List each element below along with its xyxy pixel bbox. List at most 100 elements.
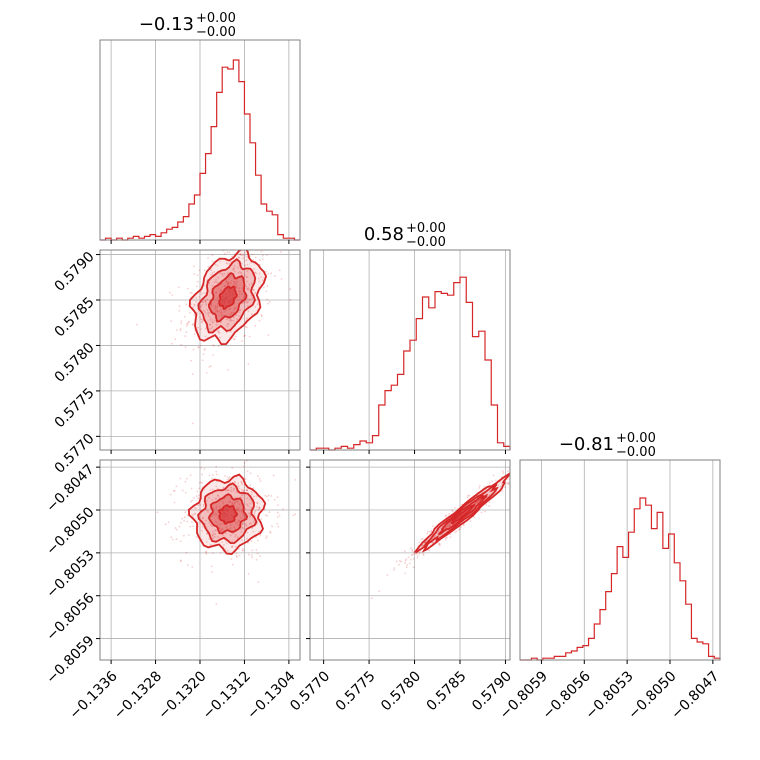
sample-point — [492, 474, 495, 477]
sample-point — [251, 297, 254, 299]
sample-point — [225, 318, 228, 320]
sample-point — [236, 523, 239, 526]
sample-point — [215, 513, 218, 516]
sample-point — [208, 497, 211, 499]
sample-point — [251, 491, 254, 494]
sample-point — [448, 522, 451, 525]
sample-point — [422, 554, 425, 556]
sample-point — [231, 503, 234, 506]
sample-point — [201, 320, 203, 323]
sample-point — [218, 496, 221, 499]
sample-point — [247, 301, 249, 303]
sample-point — [289, 298, 292, 301]
sample-point — [213, 513, 216, 516]
sample-point — [233, 526, 236, 529]
sample-point — [420, 538, 423, 541]
sample-point — [404, 562, 406, 564]
sample-point — [216, 310, 219, 313]
histogram-step-line — [100, 59, 300, 241]
sample-point — [215, 309, 218, 311]
sample-point — [216, 487, 219, 490]
histogram-title-2: −0.81 +0.00−0.00 — [559, 431, 656, 460]
sample-point — [236, 509, 239, 511]
sample-point — [213, 535, 216, 538]
sample-point — [267, 494, 270, 497]
sample-point — [191, 521, 193, 524]
sample-point — [193, 313, 196, 316]
sample-point — [202, 525, 205, 528]
sample-point — [224, 532, 227, 535]
sample-point — [410, 558, 412, 561]
sample-point — [271, 525, 273, 528]
sample-point — [257, 508, 260, 511]
sample-point — [177, 286, 180, 289]
sample-point — [219, 272, 222, 275]
sample-point — [200, 328, 202, 331]
sample-point — [222, 314, 224, 316]
sample-point — [215, 507, 218, 509]
sample-point — [179, 540, 182, 543]
sample-point — [218, 527, 221, 529]
sample-point — [241, 287, 244, 290]
sample-point — [190, 500, 192, 503]
sample-point — [279, 251, 282, 254]
sample-point — [525, 463, 527, 465]
sample-point — [226, 476, 229, 478]
sample-point — [199, 305, 202, 307]
sample-point — [258, 530, 260, 533]
sample-point — [227, 281, 230, 284]
sample-point — [209, 323, 212, 326]
sample-point — [211, 260, 214, 263]
sample-point — [444, 537, 447, 539]
sample-point — [517, 461, 519, 463]
sample-point — [229, 500, 232, 503]
sample-point — [226, 479, 229, 481]
sample-point — [241, 511, 244, 513]
sample-point — [250, 493, 253, 496]
sample-point — [186, 520, 189, 523]
sample-point — [217, 345, 220, 348]
sample-point — [211, 499, 214, 501]
sample-point — [249, 515, 252, 518]
sample-point — [218, 331, 221, 334]
sample-point — [205, 519, 207, 522]
sample-point — [207, 511, 210, 513]
sample-point — [193, 513, 195, 516]
sample-point — [234, 528, 237, 530]
sample-point — [447, 525, 450, 528]
sample-point — [248, 523, 251, 525]
sample-point — [229, 534, 232, 537]
sample-point — [466, 496, 469, 499]
sample-point — [173, 490, 176, 492]
title-lower-error: −0.00 — [196, 25, 236, 40]
sample-point — [497, 484, 499, 487]
sample-point — [255, 506, 258, 508]
sample-point — [236, 280, 239, 283]
sample-point — [245, 280, 248, 283]
sample-point — [255, 272, 257, 275]
sample-point — [229, 260, 232, 263]
sample-point — [246, 317, 249, 320]
sample-point — [208, 474, 211, 477]
sample-point — [181, 489, 184, 492]
sample-point — [212, 474, 214, 476]
sample-point — [237, 315, 240, 317]
sample-point — [244, 264, 247, 267]
sample-point — [501, 490, 504, 493]
sample-point — [251, 549, 254, 552]
sample-point — [248, 289, 250, 291]
sample-point — [245, 285, 248, 288]
histogram-title-0: −0.13 +0.00−0.00 — [139, 11, 236, 40]
sample-point — [226, 262, 229, 265]
sample-point — [483, 486, 486, 488]
sample-point — [200, 293, 203, 295]
sample-point — [289, 288, 292, 291]
sample-point — [251, 527, 254, 530]
sample-point — [233, 487, 235, 490]
sample-point — [232, 319, 235, 322]
sample-point — [216, 306, 219, 309]
title-value: −0.81 — [559, 434, 614, 455]
sample-point — [214, 263, 217, 266]
sample-point — [216, 310, 219, 313]
